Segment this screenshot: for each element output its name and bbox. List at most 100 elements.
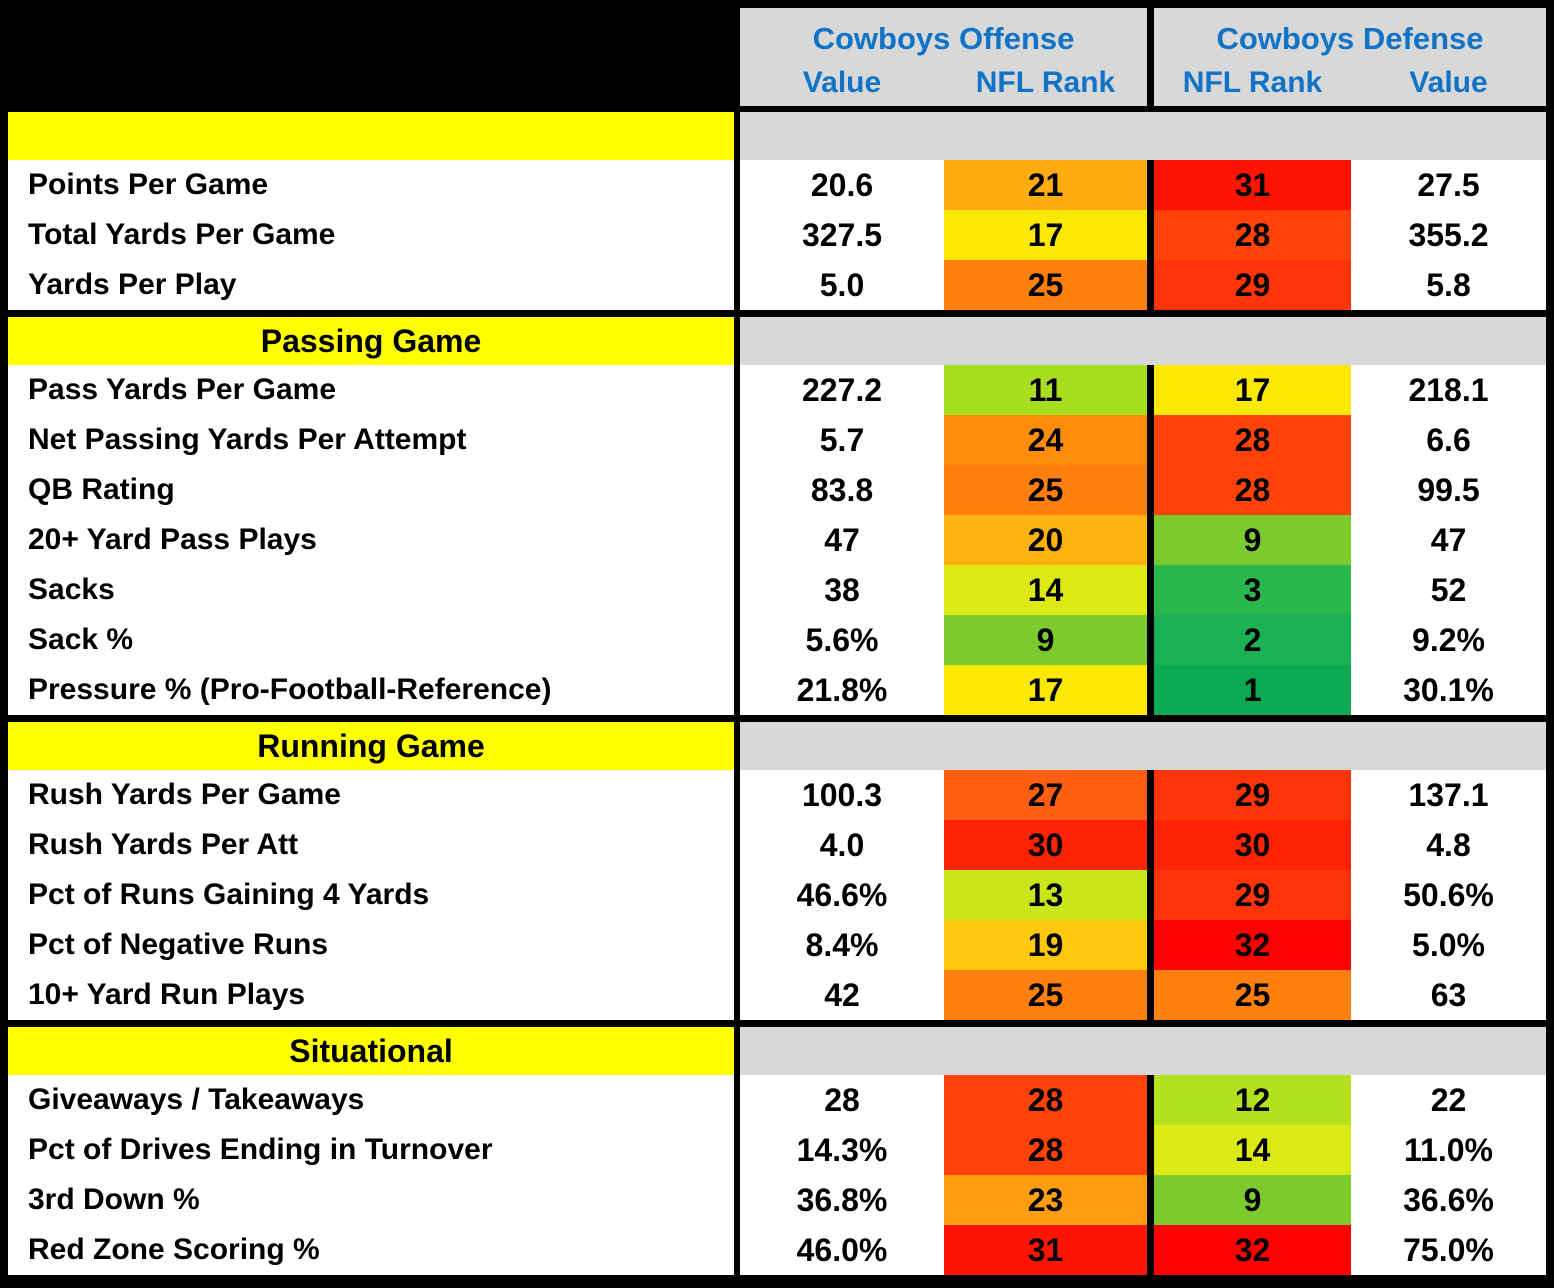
label-column-divider	[734, 1075, 740, 1125]
offense-rank-cell: 24	[944, 415, 1147, 465]
label-column-divider	[734, 665, 740, 715]
offense-value-cell: 4.0	[740, 820, 944, 870]
defense-value-cell: 75.0%	[1351, 1225, 1546, 1275]
label-column-divider	[734, 1027, 740, 1075]
offense-rank-cell: 14	[944, 565, 1147, 615]
group-divider	[1147, 870, 1154, 920]
group-divider	[1147, 365, 1154, 415]
offense-value-cell: 5.6%	[740, 615, 944, 665]
section-header-row: Situational	[8, 1027, 1546, 1075]
stat-label: Pass Yards Per Game	[8, 365, 734, 415]
stat-row: 10+ Yard Run Plays 42 25 25 63	[8, 970, 1546, 1020]
label-column-divider	[734, 317, 740, 365]
stat-label: 3rd Down %	[8, 1175, 734, 1225]
offense-rank-cell: 17	[944, 210, 1147, 260]
offense-value-column-header: Value	[802, 66, 882, 99]
group-divider	[1147, 665, 1154, 715]
stat-label: Pct of Negative Runs	[8, 920, 734, 970]
stat-label: Sacks	[8, 565, 734, 615]
defense-header-group: Cowboys Defense NFL Rank Value	[1154, 8, 1546, 106]
stat-row: Pressure % (Pro-Football-Reference) 21.8…	[8, 665, 1546, 715]
stat-label: Rush Yards Per Game	[8, 770, 734, 820]
defense-value-cell: 27.5	[1351, 160, 1546, 210]
group-divider	[1147, 8, 1154, 106]
section-header-row: Passing Game	[8, 317, 1546, 365]
label-column-divider	[734, 365, 740, 415]
group-divider	[1147, 415, 1154, 465]
defense-value-cell: 22	[1351, 1075, 1546, 1125]
offense-rank-cell: 28	[944, 1125, 1147, 1175]
section-divider	[8, 715, 1546, 722]
defense-rank-column-header: NFL Rank	[1182, 66, 1323, 99]
group-divider	[1147, 770, 1154, 820]
offense-rank-cell: 28	[944, 1075, 1147, 1125]
stat-row: Giveaways / Takeaways 28 28 12 22	[8, 1075, 1546, 1125]
label-column-divider	[734, 1225, 740, 1275]
defense-rank-cell: 32	[1154, 920, 1351, 970]
defense-rank-cell: 12	[1154, 1075, 1351, 1125]
offense-value-cell: 46.6%	[740, 870, 944, 920]
group-divider	[1147, 820, 1154, 870]
group-divider	[1147, 260, 1154, 310]
stat-label: Points Per Game	[8, 160, 734, 210]
offense-rank-cell: 19	[944, 920, 1147, 970]
offense-value-cell: 47	[740, 515, 944, 565]
stat-row: Sacks 38 14 3 52	[8, 565, 1546, 615]
group-divider	[1147, 465, 1154, 515]
offense-rank-cell: 25	[944, 465, 1147, 515]
offense-value-cell: 327.5	[740, 210, 944, 260]
group-divider	[1147, 1125, 1154, 1175]
offense-value-cell: 83.8	[740, 465, 944, 515]
stat-label: Yards Per Play	[8, 260, 734, 310]
stat-label: Pct of Runs Gaining 4 Yards	[8, 870, 734, 920]
stat-row: Yards Per Play 5.0 25 29 5.8	[8, 260, 1546, 310]
label-column-divider	[734, 1175, 740, 1225]
stat-row: Red Zone Scoring % 46.0% 31 32 75.0%	[8, 1225, 1546, 1275]
defense-value-cell: 30.1%	[1351, 665, 1546, 715]
stat-row: Total Yards Per Game 327.5 17 28 355.2	[8, 210, 1546, 260]
group-divider	[1147, 210, 1154, 260]
offense-rank-cell: 11	[944, 365, 1147, 415]
defense-rank-cell: 28	[1154, 210, 1351, 260]
group-divider	[1147, 920, 1154, 970]
label-column-divider	[734, 112, 740, 160]
offense-value-cell: 5.7	[740, 415, 944, 465]
stat-row: Sack % 5.6% 9 2 9.2%	[8, 615, 1546, 665]
label-column-divider	[734, 565, 740, 615]
offense-rank-cell: 9	[944, 615, 1147, 665]
offense-rank-column-header: NFL Rank	[975, 66, 1116, 99]
stat-label: Rush Yards Per Att	[8, 820, 734, 870]
label-column-divider	[734, 1125, 740, 1175]
stat-label: Pressure % (Pro-Football-Reference)	[8, 665, 734, 715]
offense-value-cell: 227.2	[740, 365, 944, 415]
label-column-divider	[734, 515, 740, 565]
offense-rank-cell: 27	[944, 770, 1147, 820]
label-column-divider	[734, 870, 740, 920]
group-divider	[1147, 1075, 1154, 1125]
defense-rank-cell: 3	[1154, 565, 1351, 615]
offense-value-cell: 100.3	[740, 770, 944, 820]
stat-row: Pct of Runs Gaining 4 Yards 46.6% 13 29 …	[8, 870, 1546, 920]
offense-value-cell: 42	[740, 970, 944, 1020]
offense-rank-cell: 21	[944, 160, 1147, 210]
defense-value-cell: 5.0%	[1351, 920, 1546, 970]
stat-label: Red Zone Scoring %	[8, 1225, 734, 1275]
stat-row: 20+ Yard Pass Plays 47 20 9 47	[8, 515, 1546, 565]
offense-rank-cell: 30	[944, 820, 1147, 870]
stat-label: Sack %	[8, 615, 734, 665]
label-column-divider	[734, 210, 740, 260]
defense-rank-cell: 17	[1154, 365, 1351, 415]
section-divider	[8, 1020, 1546, 1027]
label-column-divider	[734, 615, 740, 665]
section-divider	[8, 310, 1546, 317]
defense-value-cell: 4.8	[1351, 820, 1546, 870]
defense-group-title: Cowboys Defense	[1216, 21, 1484, 56]
defense-rank-cell: 29	[1154, 870, 1351, 920]
defense-value-cell: 47	[1351, 515, 1546, 565]
offense-value-cell: 20.6	[740, 160, 944, 210]
stat-row: Pct of Negative Runs 8.4% 19 32 5.0%	[8, 920, 1546, 970]
offense-value-cell: 38	[740, 565, 944, 615]
group-divider	[1147, 615, 1154, 665]
offense-rank-cell: 13	[944, 870, 1147, 920]
label-column-divider	[734, 770, 740, 820]
